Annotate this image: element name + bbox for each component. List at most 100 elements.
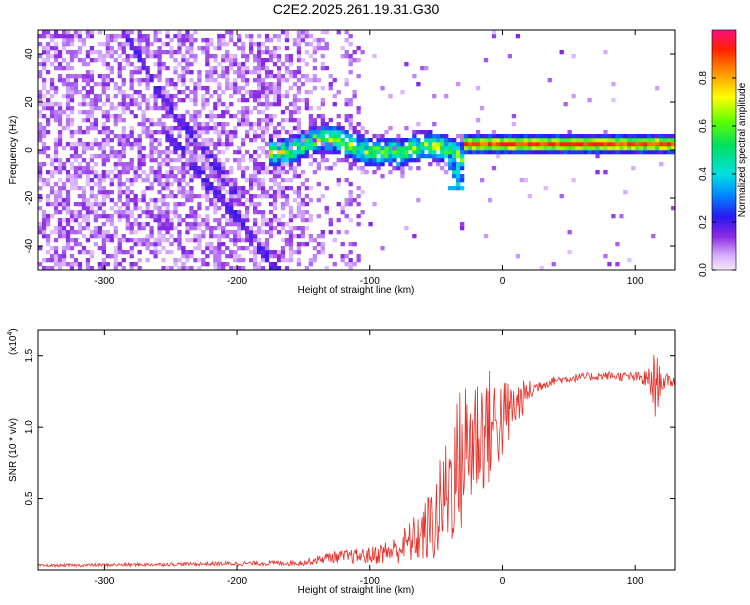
- spectrogram-cell: [225, 262, 230, 267]
- spectrogram-cell: [149, 210, 154, 215]
- spectrogram-cell: [233, 190, 238, 195]
- spectrogram-cell: [217, 138, 222, 143]
- spectrogram-cell: [288, 114, 294, 119]
- spectrogram-cell: [237, 214, 242, 219]
- spectrogram-cell: [241, 54, 246, 59]
- spectrogram-cell: [85, 266, 91, 270]
- spectrogram-cell: [352, 158, 357, 163]
- spectrogram-cell: [185, 66, 190, 71]
- spectrogram-cell: [101, 246, 106, 251]
- spectrogram-cell: [316, 42, 321, 47]
- spectrogram-cell: [432, 122, 437, 127]
- spectrogram-cell: [85, 90, 91, 95]
- spectrogram-cell: [57, 266, 63, 270]
- spectrogram-cell: [579, 134, 584, 139]
- spectrogram-cell: [284, 94, 290, 99]
- spectrogram-cell: [185, 166, 190, 171]
- spectrogram-cell: [607, 262, 612, 267]
- spectrogram-cell: [296, 202, 302, 207]
- spectrogram-cell: [392, 150, 397, 155]
- spectrogram-cell: [153, 86, 158, 91]
- spectrogram-cell: [292, 118, 298, 123]
- spectrogram-cell: [252, 70, 258, 75]
- spectrogram-cell: [225, 230, 230, 235]
- spectrogram-cell: [221, 182, 226, 187]
- spectrogram-cell: [117, 218, 122, 223]
- spectrogram-cell: [256, 126, 262, 131]
- spectrogram-cell: [639, 142, 644, 147]
- spectrogram-cell: [663, 146, 668, 151]
- spectrogram-cell: [324, 130, 329, 135]
- spectrogram-cell: [129, 222, 134, 227]
- spectrogram-cell: [284, 222, 290, 227]
- spectrogram-cell: [376, 150, 381, 155]
- spectrogram-cell: [73, 170, 79, 175]
- spectrogram-cell: [268, 142, 274, 147]
- spectrogram-cell: [209, 202, 214, 207]
- spectrogram-cell: [221, 198, 226, 203]
- snr-y-multiplier-exponent: 4: [7, 332, 14, 336]
- spectrogram-cell: [201, 186, 206, 191]
- spectrogram-cell: [249, 198, 254, 203]
- spectrogram-cell: [85, 102, 91, 107]
- spectrogram-cell: [599, 134, 604, 139]
- spectrogram-cell: [45, 154, 51, 159]
- spectrogram-cell: [376, 134, 381, 139]
- spectrogram-cell: [197, 266, 202, 270]
- spectrogram-cell: [117, 238, 122, 243]
- spectrogram-cell: [503, 150, 509, 155]
- spectrogram-cell: [452, 186, 457, 191]
- spectrogram-cell: [61, 198, 67, 203]
- spectrogram-cell: [89, 30, 95, 35]
- spectrogram-cell: [280, 138, 286, 143]
- spectrogram-cell: [193, 258, 198, 263]
- spectrogram-cell: [49, 258, 55, 263]
- spectrogram-cell: [229, 170, 234, 175]
- spectrogram-cell: [109, 254, 114, 259]
- spectrogram-cell: [113, 258, 118, 263]
- spectrogram-cell: [137, 46, 142, 51]
- spectrogram-cell: [125, 54, 130, 59]
- spectrogram-cell: [272, 74, 278, 79]
- spectrogram-cell: [105, 174, 110, 179]
- spectrogram-cell: [364, 138, 369, 143]
- spectrogram-cell: [348, 146, 353, 151]
- spectrogram-cell: [252, 90, 258, 95]
- spectrogram-cell: [571, 134, 576, 139]
- spectrogram-cell: [45, 50, 51, 55]
- spectrogram-cell: [280, 258, 286, 263]
- spectrogram-cell: [169, 190, 174, 195]
- spectrogram-cell: [456, 178, 461, 183]
- spectrogram-cell: [376, 162, 381, 167]
- spectrogram-cell: [169, 50, 174, 55]
- spectrogram-cell: [193, 114, 198, 119]
- spectrogram-cell: [213, 178, 218, 183]
- spectrogram-cell: [316, 250, 321, 255]
- spectrogram-cell: [260, 266, 266, 270]
- spectrogram-cell: [292, 110, 298, 115]
- spectrogram-cell: [491, 130, 497, 135]
- spectrogram-cell: [245, 66, 250, 71]
- spectrogram-cell: [221, 150, 226, 155]
- spectrogram-cell: [113, 50, 118, 55]
- spectrogram-cell: [97, 262, 102, 267]
- spectrogram-cell: [161, 130, 166, 135]
- spectrogram-cell: [137, 242, 142, 247]
- spectrogram-cell: [57, 202, 63, 207]
- spectrogram-cell: [252, 250, 258, 255]
- spectrogram-cell: [360, 158, 365, 163]
- spectrogram-cell: [193, 154, 198, 159]
- spectrogram-cell: [41, 134, 47, 139]
- spectrogram-cell: [121, 166, 126, 171]
- spectrogram-cell: [125, 226, 130, 231]
- spectrogram-cell: [280, 118, 286, 123]
- spectrogram-cell: [73, 182, 79, 187]
- spectrogram-cell: [53, 226, 59, 231]
- spectrogram-cell: [145, 74, 150, 79]
- spectrogram-cell: [101, 250, 106, 255]
- spectrogram-cell: [157, 54, 162, 59]
- spectrogram-cell: [260, 214, 266, 219]
- spectrogram-cell: [344, 118, 349, 123]
- spectrogram-cell: [193, 30, 198, 35]
- spectrogram-cell: [145, 50, 150, 55]
